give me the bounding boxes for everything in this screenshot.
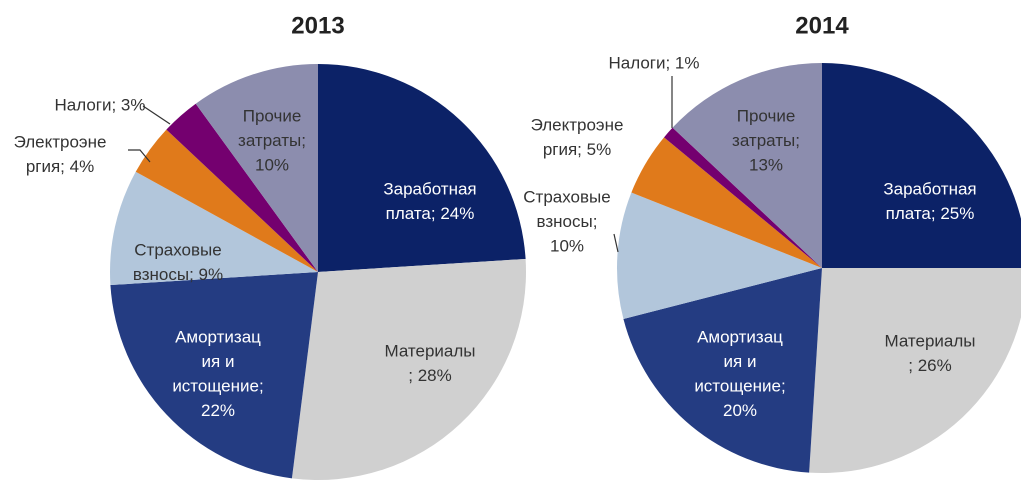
pie-slice	[291, 258, 526, 480]
data-label: Налоги; 1%	[608, 53, 699, 72]
data-label: Амортизац	[697, 327, 783, 346]
data-label: Страховые	[134, 240, 221, 259]
data-label: ргия; 4%	[26, 157, 94, 176]
chart-title: 2014	[795, 12, 849, 39]
pie-slice	[623, 268, 822, 473]
data-label: истощение;	[694, 376, 785, 395]
data-label: ; 26%	[908, 356, 951, 375]
data-label: Прочие	[243, 106, 302, 125]
data-label: 10%	[255, 155, 289, 174]
data-label: Заработная	[383, 179, 476, 198]
pie-slice	[135, 129, 318, 272]
pie-slice	[631, 137, 822, 268]
data-label: затраты;	[238, 131, 306, 150]
data-label: плата; 25%	[886, 204, 975, 223]
leader-line	[142, 105, 171, 125]
pie-slice	[110, 171, 318, 286]
pie-slice	[809, 268, 1021, 473]
data-label: взносы; 9%	[133, 265, 223, 284]
pie-slice	[822, 63, 1021, 268]
data-label: 10%	[550, 236, 584, 255]
data-label: ия и	[724, 352, 757, 371]
chart-title: 2013	[291, 12, 344, 39]
leader-line	[128, 149, 151, 163]
data-label: Амортизац	[175, 327, 261, 346]
data-label: затраты;	[732, 131, 800, 150]
data-label: ; 28%	[408, 366, 451, 385]
data-label: Прочие	[737, 106, 796, 125]
data-label: плата; 24%	[386, 204, 475, 223]
data-label: Материалы	[384, 341, 475, 360]
data-label: ргия; 5%	[543, 140, 611, 159]
pie-slice	[166, 103, 318, 273]
pie-slice	[110, 272, 319, 479]
leader-lines	[128, 76, 673, 253]
pie-slice	[318, 64, 526, 272]
data-label: Электроэне	[14, 132, 107, 151]
data-label: Налоги; 3%	[54, 95, 145, 114]
data-label: Страховые	[523, 187, 610, 206]
pie-slice	[195, 64, 318, 272]
pie-slice	[672, 63, 822, 268]
data-label: ия и	[202, 352, 235, 371]
pie-slice	[617, 192, 822, 319]
pie-slice	[664, 127, 822, 268]
data-label: истощение;	[172, 376, 263, 395]
data-label: 22%	[201, 401, 235, 420]
data-label: взносы;	[537, 212, 598, 231]
data-label: Заработная	[883, 179, 976, 198]
data-label: 20%	[723, 401, 757, 420]
leader-line	[613, 233, 619, 253]
data-label: Материалы	[884, 331, 975, 350]
data-label: Электроэне	[531, 115, 624, 134]
data-label: 13%	[749, 155, 783, 174]
